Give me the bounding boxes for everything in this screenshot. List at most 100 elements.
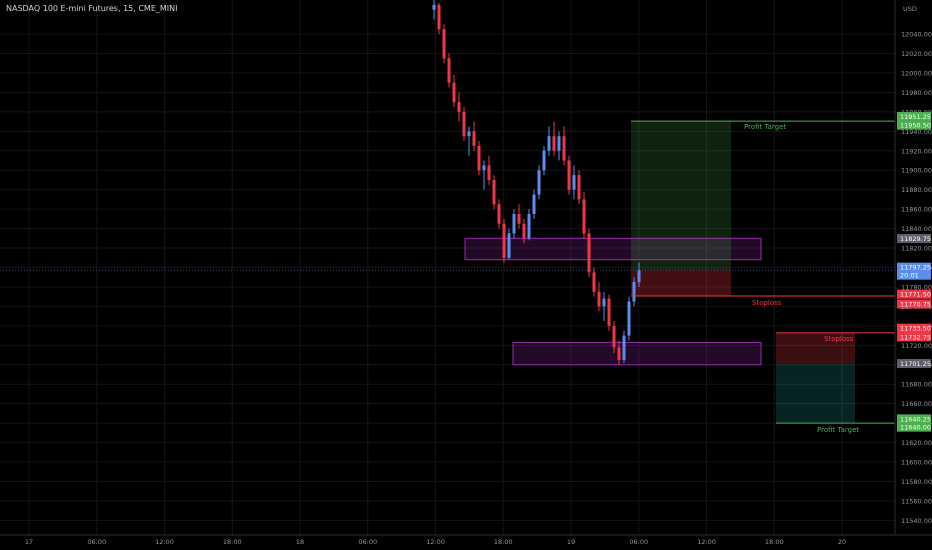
price-badge-label: 11701.25 xyxy=(900,360,931,368)
y-tick-label: 11580.00 xyxy=(901,478,932,486)
candle-body xyxy=(577,175,581,200)
annotation-label: Profit Target xyxy=(744,123,786,131)
price-badge-label: 11640.00 xyxy=(900,424,931,432)
candle-body xyxy=(572,175,576,190)
instrument-label: NASDAQ 100 E-mini Futures, 15, CME_MINI xyxy=(6,4,178,13)
y-tick-label: 11940.00 xyxy=(901,128,932,136)
price-badge xyxy=(897,414,931,424)
price-badge-label: 11640.25 xyxy=(900,415,931,423)
candle-body xyxy=(467,131,471,137)
candle-body xyxy=(437,4,441,30)
candle-body xyxy=(587,233,591,273)
candle-body xyxy=(602,298,606,307)
y-tick-label: 11620.00 xyxy=(901,439,932,447)
candle-body xyxy=(567,160,571,190)
candle-body xyxy=(552,136,556,151)
candle-body xyxy=(547,136,551,151)
y-tick-label: 11880.00 xyxy=(901,186,932,194)
candle-body xyxy=(497,204,501,224)
price-badge xyxy=(897,289,931,299)
price-badge xyxy=(897,422,931,432)
candle-body xyxy=(452,82,456,103)
x-tick-label: 18:00 xyxy=(223,538,242,546)
y-tick-label: 11660.00 xyxy=(901,400,932,408)
price-badge xyxy=(897,270,931,280)
y-tick-label: 11720.00 xyxy=(901,342,932,350)
price-badge-label: 11770.75 xyxy=(900,300,931,308)
support-zone xyxy=(512,341,762,366)
support-zone xyxy=(464,237,762,261)
candle-body xyxy=(462,111,466,137)
y-tick-label: 11980.00 xyxy=(901,89,932,97)
y-tick-label: 12040.00 xyxy=(901,31,932,39)
long-risk-area xyxy=(631,270,731,296)
x-tick-label: 12:00 xyxy=(155,538,174,546)
candle-body xyxy=(502,223,506,258)
y-tick-label: 11560.00 xyxy=(901,497,932,505)
annotation-label: Stoploss xyxy=(752,299,782,307)
support-zones[interactable] xyxy=(464,237,762,366)
time-axis[interactable]: 17 06:00 12:00 18:00 18 06:00 12:00 18:00 19 06:0… xyxy=(0,534,932,546)
candle-body xyxy=(622,335,626,360)
x-tick-label: 18:00 xyxy=(494,538,513,546)
y-tick-label: 11680.00 xyxy=(901,381,932,389)
price-badge-label: 11733.50 xyxy=(900,325,931,333)
price-badge-label: 11951.25 xyxy=(900,113,931,121)
price-badge xyxy=(897,323,931,333)
y-tick-label: 11780.00 xyxy=(901,283,932,291)
price-badge xyxy=(897,120,931,130)
candle-body xyxy=(637,270,641,283)
x-tick-label: 20 xyxy=(838,538,846,546)
y-tick-label: 11820.00 xyxy=(901,245,932,253)
y-tick-label: 12020.00 xyxy=(901,50,932,58)
candle-body xyxy=(522,223,526,239)
candle-body xyxy=(532,194,536,214)
price-badge-label: 11732.75 xyxy=(900,333,931,341)
candle-body xyxy=(492,179,496,205)
candle-body xyxy=(592,272,596,292)
chart-title: NASDAQ 100 E-mini Futures, 15, CME_MINI xyxy=(6,4,181,13)
y-tick-label: 11900.00 xyxy=(901,167,932,175)
candle-body xyxy=(487,165,491,180)
long-profit-area xyxy=(631,121,731,271)
x-tick-label: 19 xyxy=(567,538,575,546)
candle-body xyxy=(542,150,546,171)
price-badge xyxy=(897,299,931,309)
x-tick-label: 18 xyxy=(296,538,304,546)
annotation-label: Stoploss xyxy=(824,335,854,343)
price-badge-label: 11829.75 xyxy=(900,235,931,243)
x-tick-label: 17 xyxy=(25,538,33,546)
price-badge-label: 20:01 xyxy=(900,272,919,280)
candle-body xyxy=(562,136,566,161)
y-tick-label: 11920.00 xyxy=(901,147,932,155)
annotation-label: Profit Target xyxy=(817,426,859,434)
x-tick-label: 06:00 xyxy=(87,538,106,546)
short-profit-area xyxy=(776,363,855,424)
candlesticks xyxy=(432,0,641,365)
y-tick-label: 11840.00 xyxy=(901,225,932,233)
candle-body xyxy=(627,301,631,336)
candle-body xyxy=(517,214,521,224)
x-tick-label: 06:00 xyxy=(358,538,377,546)
candle-body xyxy=(472,131,476,146)
candle-body xyxy=(607,298,611,326)
x-tick-label: 06:00 xyxy=(629,538,648,546)
candle-body xyxy=(597,291,601,307)
x-tick-label: 12:00 xyxy=(426,538,445,546)
price-badge xyxy=(897,234,931,244)
position-tools[interactable] xyxy=(631,121,855,424)
y-tick-label: 11860.00 xyxy=(901,206,932,214)
candle-body xyxy=(582,199,586,234)
candle-body xyxy=(527,214,531,239)
price-badge xyxy=(897,262,931,272)
x-tick-label: 12:00 xyxy=(697,538,716,546)
candle-body xyxy=(432,4,436,10)
candle-body xyxy=(612,325,616,348)
short-risk-area xyxy=(776,332,855,364)
price-badge xyxy=(897,332,931,342)
candle-body xyxy=(537,170,541,195)
y-tick-label: 12000.00 xyxy=(901,69,932,77)
